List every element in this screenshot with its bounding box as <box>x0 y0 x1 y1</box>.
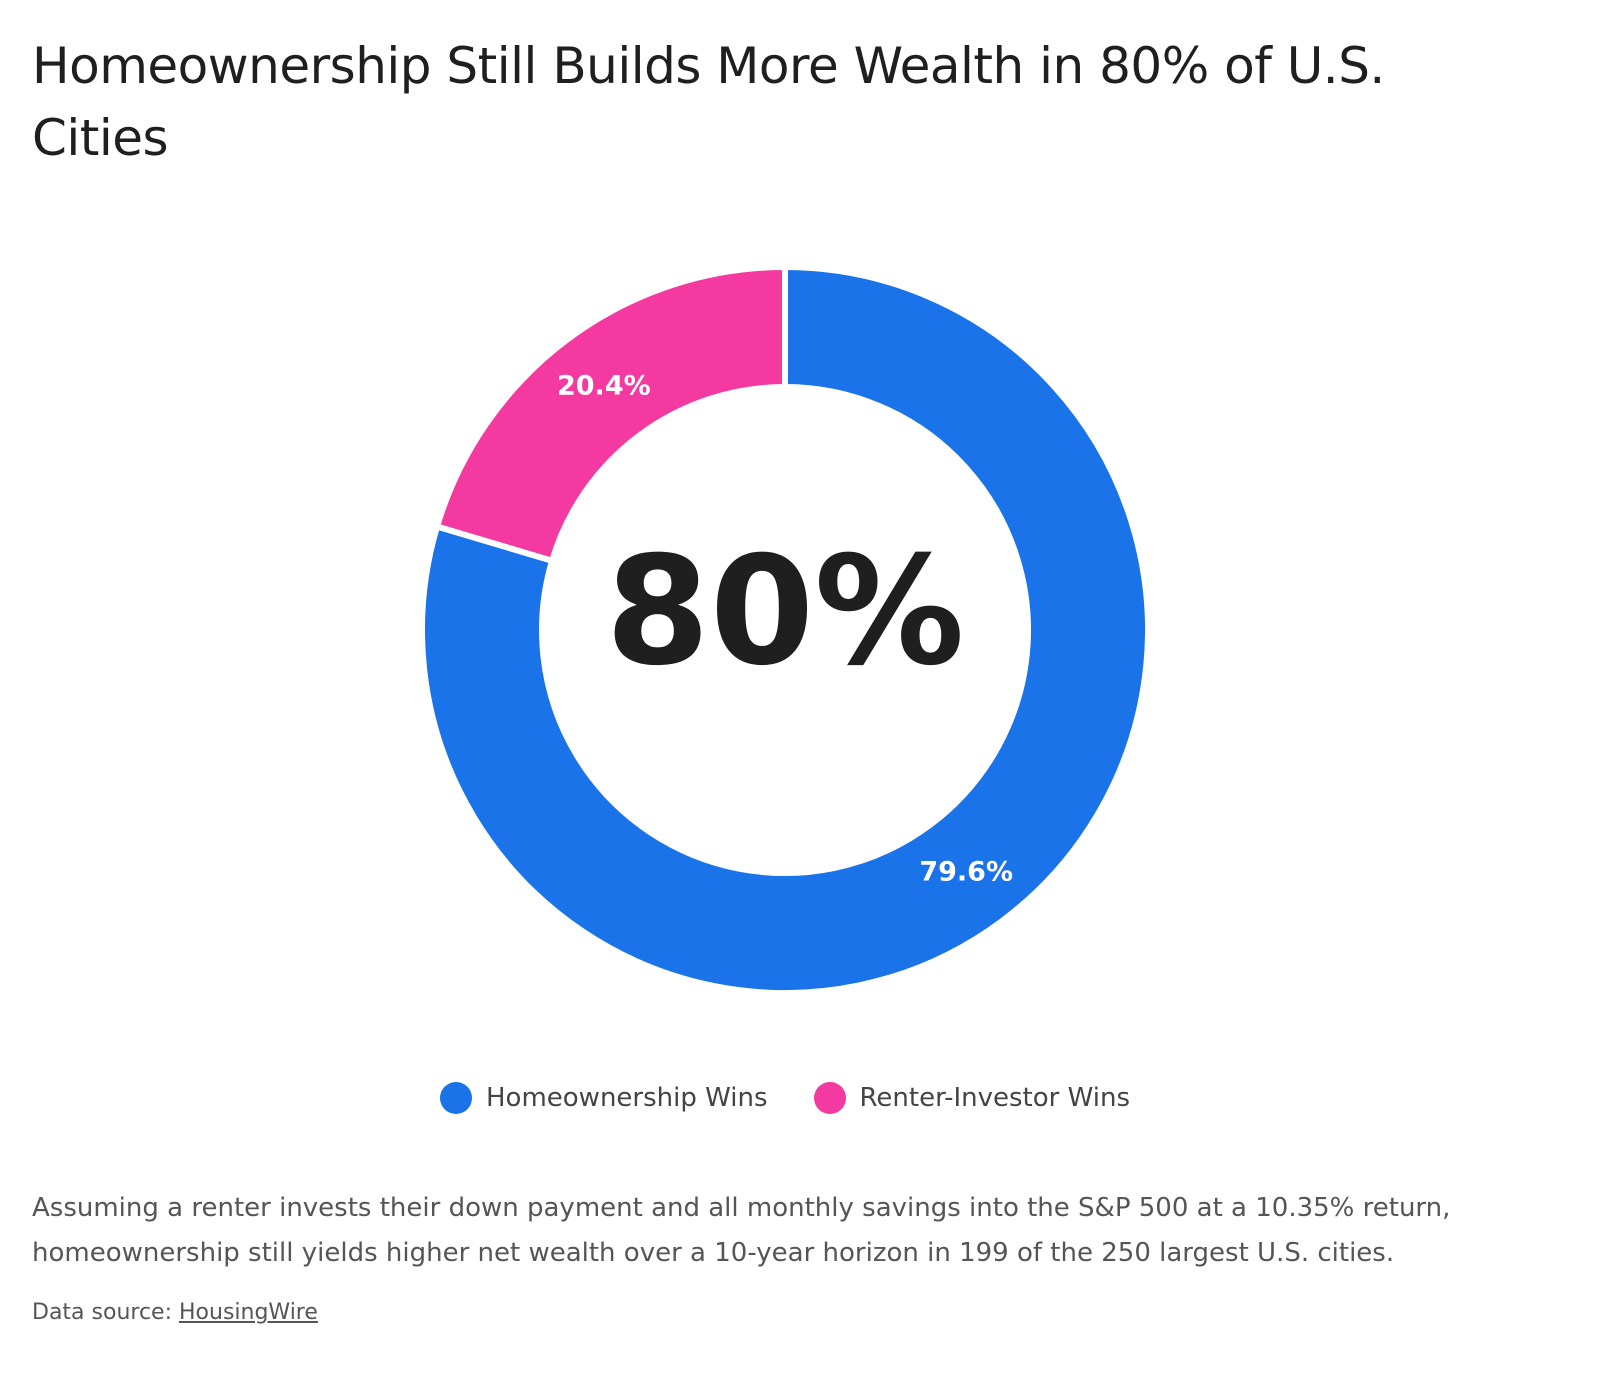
donut-slice <box>434 264 788 564</box>
legend-swatch <box>813 1082 846 1114</box>
value-label: 79.6% <box>919 856 1013 887</box>
chart-title: Homeownership Still Builds More Wealth i… <box>32 37 1385 167</box>
legend: Homeownership Wins Renter-Investor Wins <box>0 1082 1570 1114</box>
value-label: 20.4% <box>557 371 651 402</box>
legend-item: Renter-Investor Wins <box>813 1082 1131 1114</box>
source: Data source: HousingWire <box>32 1300 318 1325</box>
legend-item: Homeownership Wins <box>439 1082 768 1114</box>
legend-label: Homeownership Wins <box>485 1083 768 1113</box>
legend-label: Renter-Investor Wins <box>859 1083 1131 1113</box>
source-prefix: Data source: <box>32 1300 172 1325</box>
donut-slice <box>419 264 1151 996</box>
center-label: 80% <box>605 525 964 699</box>
description: Assuming a renter invests their down pay… <box>32 1193 1451 1268</box>
legend-swatch <box>439 1082 472 1114</box>
source-link[interactable]: HousingWire <box>179 1300 318 1325</box>
chart: 79.6% 20.4% 80% <box>419 264 1151 996</box>
